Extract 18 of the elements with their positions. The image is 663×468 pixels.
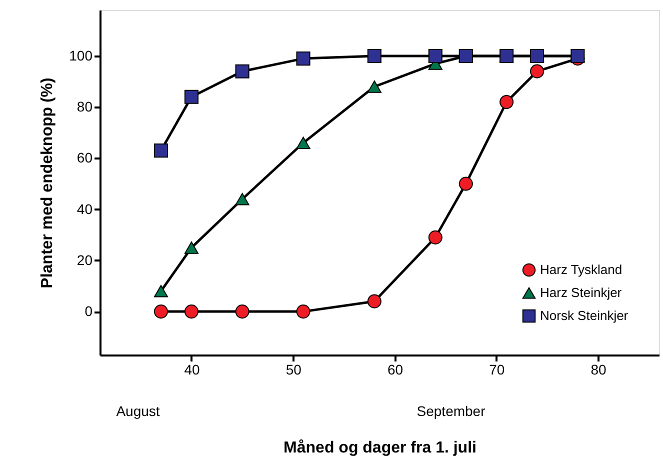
x-axis-title: Måned og dager fra 1. juli — [284, 438, 476, 456]
y-axis-title: Planter med endeknopp (%) — [39, 78, 56, 288]
y-tick-label: 40 — [76, 200, 93, 217]
x-tick-label: 70 — [489, 362, 505, 378]
legend-label: Harz Steinkjer — [540, 285, 622, 300]
x-tick-label: 80 — [590, 362, 607, 378]
y-tick-label: 60 — [76, 150, 93, 166]
legend-label: Norsk Steinkjer — [540, 308, 629, 323]
y-tick-label: 20 — [76, 252, 93, 268]
x-tick-label: 40 — [184, 362, 200, 378]
text: September — [416, 403, 486, 419]
x-tick-label: 50 — [286, 362, 302, 378]
legend-label: Harz Tyskland — [540, 262, 622, 277]
y-tick-label: 80 — [76, 98, 93, 115]
y-tick-label: 100 — [69, 48, 93, 64]
x-tick-label: 60 — [387, 362, 404, 378]
text: August — [116, 403, 160, 419]
y-tick-label: 0 — [84, 303, 93, 320]
